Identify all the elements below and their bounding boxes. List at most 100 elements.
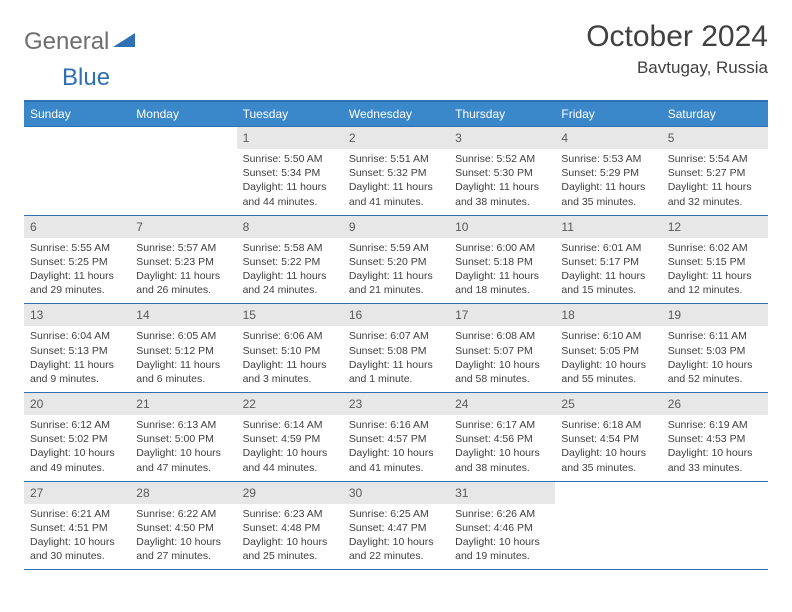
day-number: 5 <box>662 127 768 149</box>
day-details: Sunrise: 6:14 AMSunset: 4:59 PMDaylight:… <box>237 415 343 481</box>
sunset-text: Sunset: 5:27 PM <box>668 166 762 180</box>
day-cell-9: 9Sunrise: 5:59 AMSunset: 5:20 PMDaylight… <box>343 215 449 304</box>
day-number: 13 <box>24 304 130 326</box>
week-row: 27Sunrise: 6:21 AMSunset: 4:51 PMDayligh… <box>24 481 768 570</box>
day-number: 2 <box>343 127 449 149</box>
daylight-text: Daylight: 10 hours and 47 minutes. <box>136 446 230 474</box>
sunrise-text: Sunrise: 6:07 AM <box>349 329 443 343</box>
day-number: 17 <box>449 304 555 326</box>
day-header-thursday: Thursday <box>449 101 555 127</box>
sunrise-text: Sunrise: 6:01 AM <box>561 241 655 255</box>
day-cell-13: 13Sunrise: 6:04 AMSunset: 5:13 PMDayligh… <box>24 304 130 393</box>
daylight-text: Daylight: 10 hours and 27 minutes. <box>136 535 230 563</box>
day-number: 24 <box>449 393 555 415</box>
day-cell-3: 3Sunrise: 5:52 AMSunset: 5:30 PMDaylight… <box>449 127 555 216</box>
day-details: Sunrise: 5:50 AMSunset: 5:34 PMDaylight:… <box>237 149 343 215</box>
daylight-text: Daylight: 11 hours and 9 minutes. <box>30 358 124 386</box>
day-cell-12: 12Sunrise: 6:02 AMSunset: 5:15 PMDayligh… <box>662 215 768 304</box>
daylight-text: Daylight: 10 hours and 33 minutes. <box>668 446 762 474</box>
sunset-text: Sunset: 4:46 PM <box>455 521 549 535</box>
daylight-text: Daylight: 11 hours and 24 minutes. <box>243 269 337 297</box>
day-number: 26 <box>662 393 768 415</box>
day-cell-24: 24Sunrise: 6:17 AMSunset: 4:56 PMDayligh… <box>449 393 555 482</box>
logo-triangle-icon <box>113 31 135 54</box>
day-number: 3 <box>449 127 555 149</box>
day-details: Sunrise: 6:01 AMSunset: 5:17 PMDaylight:… <box>555 238 661 304</box>
day-details: Sunrise: 5:57 AMSunset: 5:23 PMDaylight:… <box>130 238 236 304</box>
day-number: 18 <box>555 304 661 326</box>
day-details: Sunrise: 6:05 AMSunset: 5:12 PMDaylight:… <box>130 326 236 392</box>
sunset-text: Sunset: 5:10 PM <box>243 344 337 358</box>
day-number: 6 <box>24 216 130 238</box>
daylight-text: Daylight: 10 hours and 19 minutes. <box>455 535 549 563</box>
sunset-text: Sunset: 5:20 PM <box>349 255 443 269</box>
daylight-text: Daylight: 11 hours and 44 minutes. <box>243 180 337 208</box>
sunrise-text: Sunrise: 6:08 AM <box>455 329 549 343</box>
daylight-text: Daylight: 10 hours and 22 minutes. <box>349 535 443 563</box>
sunset-text: Sunset: 5:30 PM <box>455 166 549 180</box>
day-cell-7: 7Sunrise: 5:57 AMSunset: 5:23 PMDaylight… <box>130 215 236 304</box>
sunrise-text: Sunrise: 6:02 AM <box>668 241 762 255</box>
sunset-text: Sunset: 5:08 PM <box>349 344 443 358</box>
daylight-text: Daylight: 11 hours and 6 minutes. <box>136 358 230 386</box>
day-cell-21: 21Sunrise: 6:13 AMSunset: 5:00 PMDayligh… <box>130 393 236 482</box>
day-details: Sunrise: 5:59 AMSunset: 5:20 PMDaylight:… <box>343 238 449 304</box>
daylight-text: Daylight: 10 hours and 52 minutes. <box>668 358 762 386</box>
day-number: 22 <box>237 393 343 415</box>
day-details: Sunrise: 5:51 AMSunset: 5:32 PMDaylight:… <box>343 149 449 215</box>
day-cell-25: 25Sunrise: 6:18 AMSunset: 4:54 PMDayligh… <box>555 393 661 482</box>
day-number: 30 <box>343 482 449 504</box>
daylight-text: Daylight: 11 hours and 15 minutes. <box>561 269 655 297</box>
logo: General <box>24 20 139 56</box>
header-right: October 2024 Bavtugay, Russia <box>586 20 768 78</box>
day-cell-15: 15Sunrise: 6:06 AMSunset: 5:10 PMDayligh… <box>237 304 343 393</box>
sunrise-text: Sunrise: 5:59 AM <box>349 241 443 255</box>
day-number: 21 <box>130 393 236 415</box>
calendar-table: SundayMondayTuesdayWednesdayThursdayFrid… <box>24 100 768 570</box>
day-header-sunday: Sunday <box>24 101 130 127</box>
day-details: Sunrise: 6:23 AMSunset: 4:48 PMDaylight:… <box>237 504 343 570</box>
day-number: 29 <box>237 482 343 504</box>
sunset-text: Sunset: 4:54 PM <box>561 432 655 446</box>
sunset-text: Sunset: 4:51 PM <box>30 521 124 535</box>
day-number: 27 <box>24 482 130 504</box>
day-cell-31: 31Sunrise: 6:26 AMSunset: 4:46 PMDayligh… <box>449 481 555 570</box>
day-cell-6: 6Sunrise: 5:55 AMSunset: 5:25 PMDaylight… <box>24 215 130 304</box>
day-cell-20: 20Sunrise: 6:12 AMSunset: 5:02 PMDayligh… <box>24 393 130 482</box>
sunrise-text: Sunrise: 6:00 AM <box>455 241 549 255</box>
day-number: 10 <box>449 216 555 238</box>
day-cell-18: 18Sunrise: 6:10 AMSunset: 5:05 PMDayligh… <box>555 304 661 393</box>
daylight-text: Daylight: 10 hours and 30 minutes. <box>30 535 124 563</box>
day-number: 8 <box>237 216 343 238</box>
daylight-text: Daylight: 11 hours and 3 minutes. <box>243 358 337 386</box>
sunset-text: Sunset: 5:17 PM <box>561 255 655 269</box>
day-details: Sunrise: 6:26 AMSunset: 4:46 PMDaylight:… <box>449 504 555 570</box>
day-details: Sunrise: 5:52 AMSunset: 5:30 PMDaylight:… <box>449 149 555 215</box>
day-cell-4: 4Sunrise: 5:53 AMSunset: 5:29 PMDaylight… <box>555 127 661 216</box>
day-number: 23 <box>343 393 449 415</box>
week-row: 20Sunrise: 6:12 AMSunset: 5:02 PMDayligh… <box>24 393 768 482</box>
day-details: Sunrise: 6:17 AMSunset: 4:56 PMDaylight:… <box>449 415 555 481</box>
sunset-text: Sunset: 4:57 PM <box>349 432 443 446</box>
sunset-text: Sunset: 5:22 PM <box>243 255 337 269</box>
sunrise-text: Sunrise: 6:04 AM <box>30 329 124 343</box>
sunrise-text: Sunrise: 6:21 AM <box>30 507 124 521</box>
sunrise-text: Sunrise: 6:23 AM <box>243 507 337 521</box>
daylight-text: Daylight: 11 hours and 41 minutes. <box>349 180 443 208</box>
day-cell-29: 29Sunrise: 6:23 AMSunset: 4:48 PMDayligh… <box>237 481 343 570</box>
month-title: October 2024 <box>586 20 768 54</box>
empty-day-cell <box>130 127 236 216</box>
day-details: Sunrise: 6:06 AMSunset: 5:10 PMDaylight:… <box>237 326 343 392</box>
sunset-text: Sunset: 5:29 PM <box>561 166 655 180</box>
day-number: 15 <box>237 304 343 326</box>
sunrise-text: Sunrise: 6:17 AM <box>455 418 549 432</box>
sunset-text: Sunset: 4:48 PM <box>243 521 337 535</box>
day-details: Sunrise: 6:11 AMSunset: 5:03 PMDaylight:… <box>662 326 768 392</box>
day-cell-5: 5Sunrise: 5:54 AMSunset: 5:27 PMDaylight… <box>662 127 768 216</box>
day-cell-26: 26Sunrise: 6:19 AMSunset: 4:53 PMDayligh… <box>662 393 768 482</box>
sunrise-text: Sunrise: 5:54 AM <box>668 152 762 166</box>
day-cell-11: 11Sunrise: 6:01 AMSunset: 5:17 PMDayligh… <box>555 215 661 304</box>
sunrise-text: Sunrise: 6:14 AM <box>243 418 337 432</box>
daylight-text: Daylight: 10 hours and 55 minutes. <box>561 358 655 386</box>
sunset-text: Sunset: 5:12 PM <box>136 344 230 358</box>
